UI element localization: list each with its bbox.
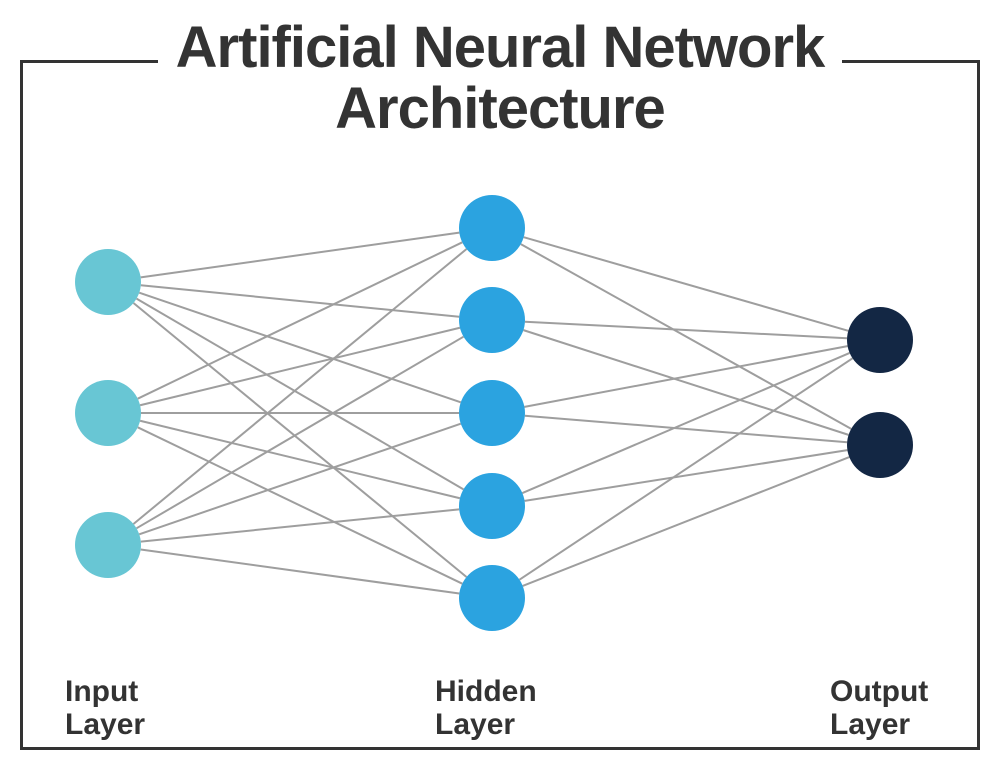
output-node bbox=[847, 307, 913, 373]
edge bbox=[133, 303, 466, 577]
edge bbox=[138, 242, 463, 398]
label-output: Output Layer bbox=[830, 675, 928, 741]
edge bbox=[524, 237, 849, 331]
edge bbox=[522, 353, 849, 493]
input-node bbox=[75, 249, 141, 315]
input-node bbox=[75, 380, 141, 446]
hidden-node bbox=[459, 195, 525, 261]
output-node bbox=[847, 412, 913, 478]
input-node bbox=[75, 512, 141, 578]
edge bbox=[141, 550, 460, 594]
edge bbox=[141, 285, 459, 317]
edge bbox=[524, 346, 847, 407]
hidden-node bbox=[459, 565, 525, 631]
hidden-node bbox=[459, 380, 525, 446]
edge bbox=[138, 427, 463, 583]
hidden-node bbox=[459, 287, 525, 353]
edge bbox=[141, 509, 459, 541]
network-svg bbox=[0, 0, 1000, 766]
edge bbox=[525, 450, 848, 501]
label-hidden: Hidden Layer bbox=[435, 675, 537, 741]
edge bbox=[141, 233, 460, 278]
hidden-node bbox=[459, 473, 525, 539]
label-input: Input Layer bbox=[65, 675, 145, 741]
edge bbox=[519, 358, 852, 579]
